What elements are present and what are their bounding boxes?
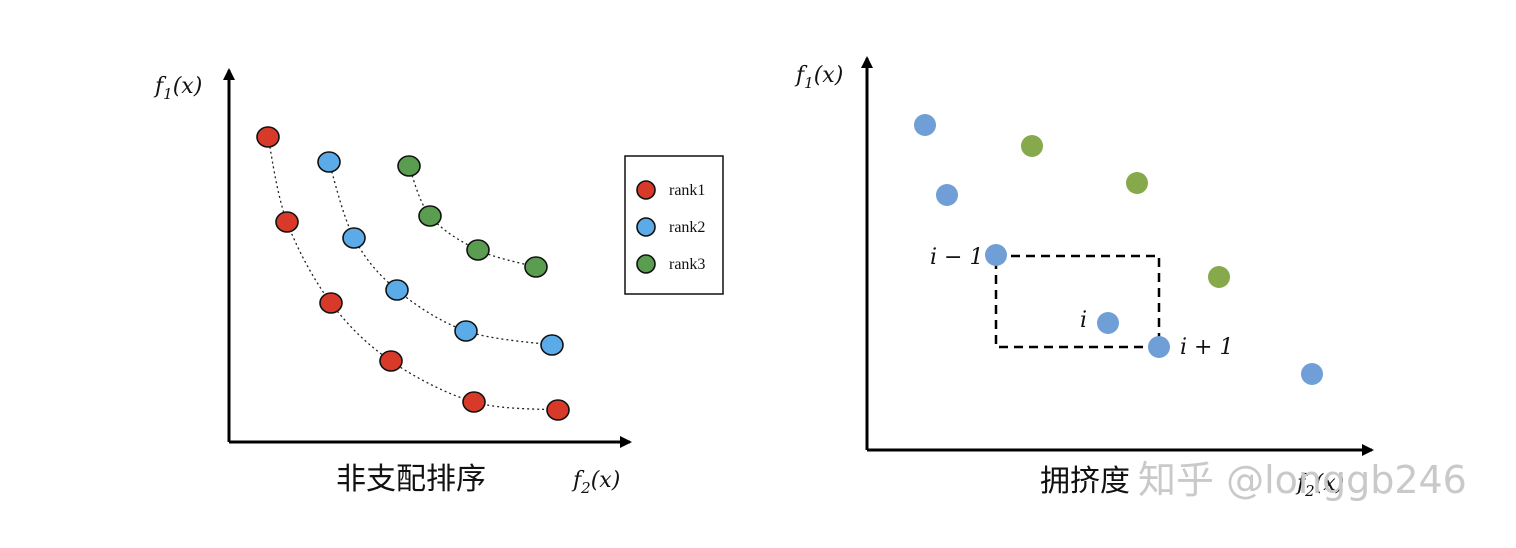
rank3-point <box>397 155 421 177</box>
crowding-point <box>1208 266 1230 288</box>
rank1-front-curve <box>267 136 559 411</box>
crowding-box <box>994 254 1161 349</box>
rank3-point <box>524 256 548 278</box>
rank2-point <box>342 227 366 249</box>
legend-label-rank2: rank2 <box>669 219 705 236</box>
rank3-point <box>466 239 490 261</box>
legend-marker-rank1 <box>636 180 656 200</box>
crowding-point <box>936 184 958 206</box>
rank2-front-curve <box>328 161 553 346</box>
watermark: 知乎 @longgb246 <box>1138 458 1467 502</box>
crowding-point <box>1148 336 1170 358</box>
legend-marker-rank3 <box>636 254 656 274</box>
crowding-point <box>914 114 936 136</box>
rank2-point <box>385 279 409 301</box>
crowding-point <box>1097 312 1119 334</box>
right-panel: f1(x) f2(x) 拥挤度 i − 1 i i + 1 <box>794 56 1374 500</box>
legend-marker-rank2 <box>636 217 656 237</box>
rank2-point <box>540 334 564 356</box>
pareto-front-points <box>256 126 570 421</box>
crowding-points <box>914 114 1323 385</box>
label-i-minus-1: i − 1 <box>930 245 983 270</box>
crowding-point <box>1301 363 1323 385</box>
right-y-axis-label: f1(x) <box>794 63 843 92</box>
rank1-point <box>256 126 280 148</box>
legend-label-rank3: rank3 <box>669 256 705 273</box>
left-x-axis-label: f2(x) <box>571 468 620 497</box>
label-i-plus-1: i + 1 <box>1180 335 1233 360</box>
left-caption: 非支配排序 <box>336 462 486 497</box>
rank3-point <box>418 205 442 227</box>
rank2-point <box>317 151 341 173</box>
rank1-point <box>546 399 570 421</box>
label-i: i <box>1080 308 1087 333</box>
left-y-axis-label: f1(x) <box>153 74 202 103</box>
right-x-axis-label: f2(x) <box>1295 471 1344 500</box>
rank1-point <box>319 292 343 314</box>
pareto-front-curves <box>267 136 559 411</box>
legend-label-rank1: rank1 <box>669 182 705 199</box>
rank1-point <box>462 391 486 413</box>
legend-items: rank1 rank2 rank3 <box>636 180 705 274</box>
crowding-point <box>1126 172 1148 194</box>
left-panel: f1(x) f2(x) 非支配排序 rank1 rank2 rank3 <box>153 68 724 497</box>
rank1-point <box>275 211 299 233</box>
legend: rank1 rank2 rank3 <box>624 155 724 295</box>
crowding-point <box>1021 135 1043 157</box>
rank1-point <box>379 350 403 372</box>
crowding-point <box>985 244 1007 266</box>
rank2-point <box>454 320 478 342</box>
right-caption: 拥挤度 <box>1040 464 1130 499</box>
